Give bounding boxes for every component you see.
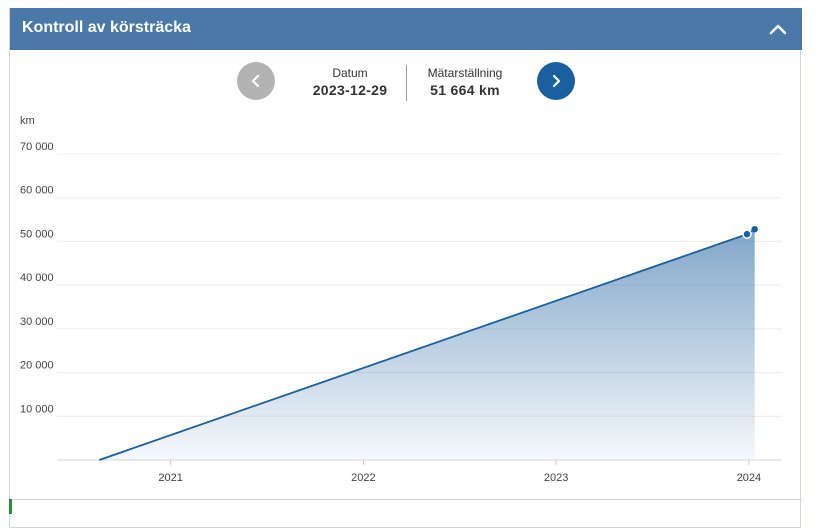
odometer-info: Mätarställning 51 664 km <box>414 66 516 98</box>
next-section-indicator <box>9 499 12 514</box>
y-tick-label: 70 000 <box>20 141 54 153</box>
chevron-right-icon <box>552 74 561 88</box>
y-tick-label: 10 000 <box>20 403 54 415</box>
y-tick-label: 50 000 <box>20 228 54 240</box>
y-tick-label: 60 000 <box>20 185 54 197</box>
date-info: Datum 2023-12-29 <box>300 66 400 98</box>
y-tick-label: 30 000 <box>20 316 54 328</box>
mileage-chart: km 70 000 60 000 50 000 40 000 30 000 20 000 1… <box>20 115 782 484</box>
date-value: 2023-12-29 <box>312 82 388 98</box>
panel-title: Kontroll av körsträcka <box>22 19 191 36</box>
y-tick-label: 40 000 <box>20 272 54 284</box>
y-tick-label: 20 000 <box>20 360 54 372</box>
panel-header[interactable]: Kontroll av körsträcka <box>10 8 802 50</box>
y-axis-label: km <box>20 115 35 127</box>
odometer-value: 51 664 km <box>430 82 500 98</box>
x-tick-label: 2022 <box>351 472 375 484</box>
previous-reading-button[interactable] <box>237 62 275 100</box>
reading-navigator: Datum 2023-12-29 Mätarställning 51 664 k… <box>10 60 802 110</box>
odometer-label: Mätarställning <box>427 66 503 80</box>
chevron-up-icon[interactable] <box>768 20 788 38</box>
reading-point[interactable] <box>751 225 758 233</box>
chevron-left-icon <box>251 74 260 88</box>
date-label: Datum <box>332 66 368 80</box>
x-tick-label: 2021 <box>158 472 182 484</box>
next-reading-button[interactable] <box>537 62 575 100</box>
selected-reading-point[interactable] <box>742 229 752 239</box>
x-tick-label: 2023 <box>544 472 568 484</box>
mileage-area <box>99 229 755 460</box>
info-divider <box>406 65 407 101</box>
panel-footer-divider <box>10 499 802 500</box>
x-tick-label: 2024 <box>737 472 761 484</box>
